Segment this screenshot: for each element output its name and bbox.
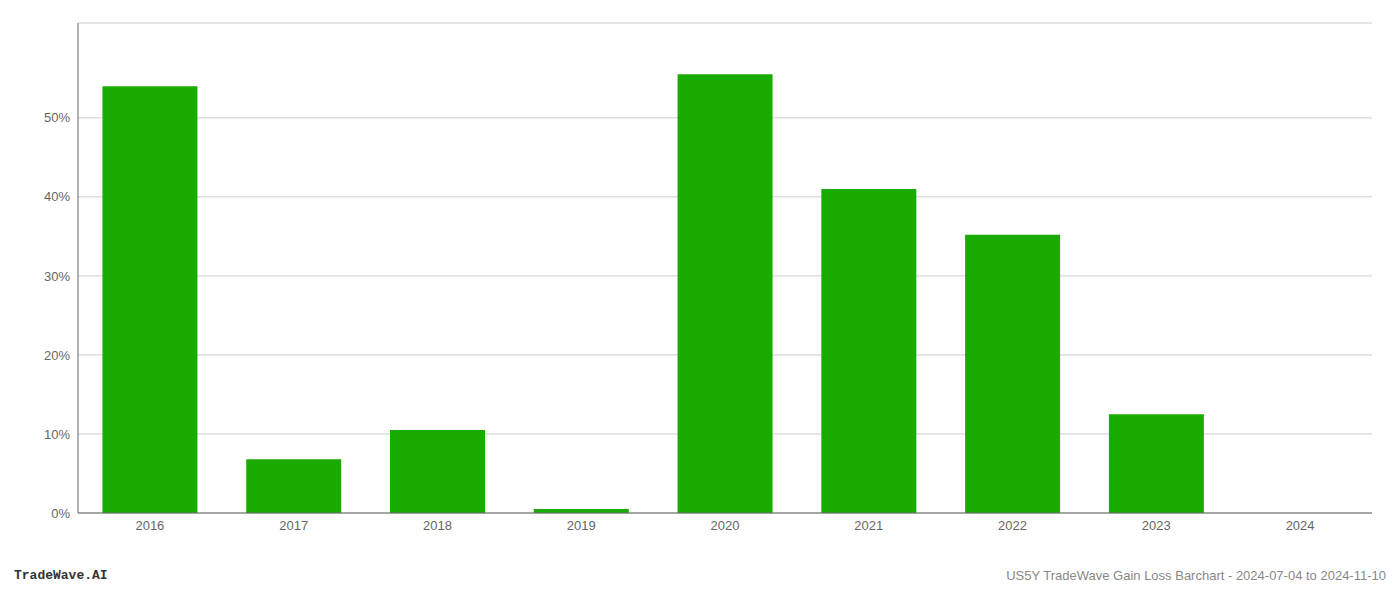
svg-text:2022: 2022 [998, 518, 1027, 533]
svg-text:10%: 10% [44, 427, 70, 442]
svg-text:50%: 50% [44, 110, 70, 125]
svg-text:2023: 2023 [1142, 518, 1171, 533]
svg-text:2021: 2021 [854, 518, 883, 533]
svg-text:2017: 2017 [279, 518, 308, 533]
svg-text:2018: 2018 [423, 518, 452, 533]
svg-text:0%: 0% [51, 506, 70, 521]
svg-text:2020: 2020 [711, 518, 740, 533]
html-text:TradeWave.AI: TradeWave.AI [14, 568, 108, 583]
svg-text:40%: 40% [44, 189, 70, 204]
svg-text:2016: 2016 [135, 518, 164, 533]
svg-text:30%: 30% [44, 269, 70, 284]
html-text:US5Y TradeWave Gain Loss Barch: US5Y TradeWave Gain Loss Barchart - 2024… [1006, 568, 1386, 583]
svg-text:2019: 2019 [567, 518, 596, 533]
svg-text:2024: 2024 [1286, 518, 1315, 533]
svg-text:20%: 20% [44, 348, 70, 363]
